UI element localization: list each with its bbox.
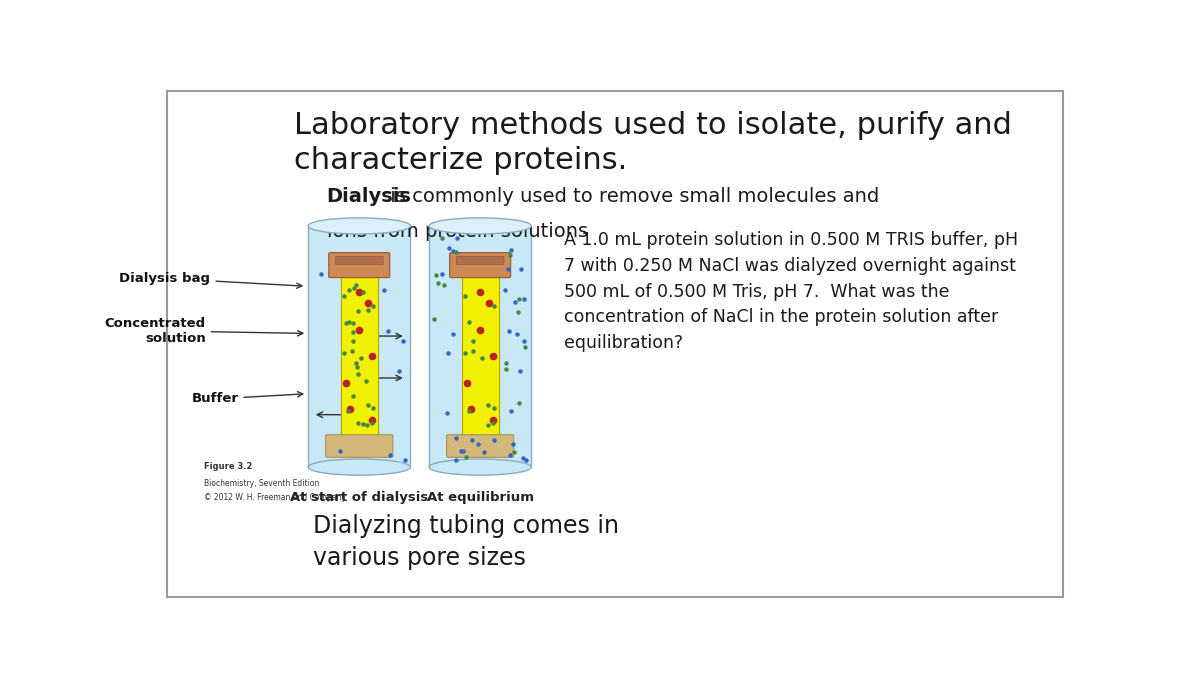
Text: © 2012 W. H. Freeman and Company: © 2012 W. H. Freeman and Company (204, 493, 346, 503)
Ellipse shape (430, 218, 532, 234)
Text: A 1.0 mL protein solution in 0.500 M TRIS buffer, pH
7 with 0.250 M NaCl was dia: A 1.0 mL protein solution in 0.500 M TRI… (564, 231, 1018, 352)
FancyBboxPatch shape (325, 434, 392, 458)
Text: Buffer: Buffer (191, 392, 302, 405)
FancyBboxPatch shape (456, 257, 504, 264)
Bar (462, 276, 498, 436)
Bar (430, 226, 532, 467)
Text: Dialyzing tubing comes in: Dialyzing tubing comes in (313, 514, 619, 538)
Text: ions from protein solutions: ions from protein solutions (326, 222, 588, 241)
Text: Dialysis: Dialysis (326, 187, 412, 206)
FancyBboxPatch shape (450, 253, 511, 278)
Text: is commonly used to remove small molecules and: is commonly used to remove small molecul… (384, 187, 880, 206)
Text: characterize proteins.: characterize proteins. (294, 146, 628, 175)
Ellipse shape (430, 459, 532, 475)
Text: Laboratory methods used to isolate, purify and: Laboratory methods used to isolate, puri… (294, 110, 1012, 140)
Text: various pore sizes: various pore sizes (313, 545, 526, 570)
Text: Biochemistry, Seventh Edition: Biochemistry, Seventh Edition (204, 479, 319, 488)
Text: At equilibrium: At equilibrium (427, 491, 534, 504)
Ellipse shape (308, 459, 410, 475)
Text: Concentrated
solution: Concentrated solution (104, 317, 302, 345)
Bar (308, 226, 410, 467)
FancyBboxPatch shape (336, 257, 383, 264)
Text: Dialysis bag: Dialysis bag (120, 272, 302, 288)
Text: Figure 3.2: Figure 3.2 (204, 462, 252, 471)
FancyBboxPatch shape (329, 253, 390, 278)
Text: At start of dialysis: At start of dialysis (290, 491, 428, 504)
Ellipse shape (308, 218, 410, 234)
FancyBboxPatch shape (446, 434, 514, 458)
Bar (341, 276, 378, 436)
